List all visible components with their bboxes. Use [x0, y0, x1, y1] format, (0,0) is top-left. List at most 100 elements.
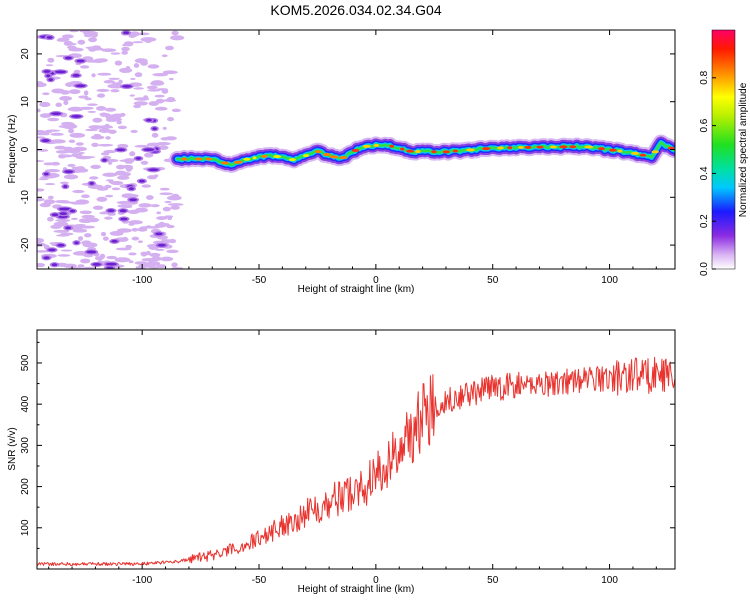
track-peak [252, 156, 257, 160]
noise-core [129, 198, 138, 202]
noise-blob [155, 98, 165, 104]
noise-blob [104, 107, 117, 112]
snr-xtick-label: -100 [132, 575, 152, 586]
noise-blob [60, 249, 73, 252]
noise-blob [96, 187, 109, 191]
noise-blob [162, 206, 171, 212]
track-peak [233, 160, 243, 164]
noise-blob [43, 199, 56, 205]
noise-core [92, 263, 101, 266]
noise-blob [69, 132, 86, 138]
noise-core [76, 59, 85, 63]
noise-blob [90, 164, 102, 169]
snr-xtick-label: 50 [487, 575, 499, 586]
track-peak [406, 149, 414, 153]
noise-blob [70, 217, 79, 220]
noise-blob [81, 214, 95, 219]
noise-core [148, 168, 159, 172]
noise-blob [121, 164, 134, 168]
noise-blob [128, 222, 135, 226]
noise-blob [55, 218, 71, 222]
noise-blob [78, 236, 84, 241]
track-peak [651, 150, 659, 154]
track-peak [288, 158, 296, 162]
spectrogram-noise [37, 30, 185, 269]
noise-blob [80, 258, 91, 264]
noise-core [89, 181, 94, 185]
noise-blob [55, 102, 63, 108]
spectrogram-xtick-label: 100 [601, 275, 618, 286]
noise-blob [37, 263, 46, 268]
noise-blob [68, 47, 84, 52]
noise-blob [66, 42, 77, 46]
noise-blob [98, 128, 111, 133]
noise-blob [69, 30, 79, 33]
spectrogram-xtick-label: -100 [132, 275, 152, 286]
noise-blob [79, 106, 94, 110]
track-peak [414, 150, 421, 154]
noise-blob [53, 229, 70, 233]
noise-blob [125, 244, 132, 249]
noise-blob [44, 183, 56, 186]
track-peak [482, 147, 491, 151]
noise-blob [145, 195, 154, 200]
noise-blob [130, 77, 136, 80]
noise-blob [45, 64, 54, 67]
noise-blob [37, 82, 47, 88]
noise-blob [133, 97, 150, 101]
noise-blob [103, 150, 117, 154]
noise-blob [90, 32, 98, 38]
track-peak [273, 155, 282, 159]
noise-blob [169, 77, 174, 81]
noise-core [135, 157, 142, 160]
noise-blob [126, 168, 132, 172]
noise-blob [107, 129, 117, 134]
snr-ytick-label: 400 [20, 395, 31, 412]
colorbar-tick-label: 0.4 [699, 166, 710, 180]
noise-blob [161, 88, 169, 94]
noise-blob [105, 136, 111, 140]
noise-blob [137, 32, 150, 36]
noise-core [51, 263, 58, 267]
track-peak [389, 144, 395, 148]
noise-blob [91, 60, 104, 63]
track-peak [507, 146, 513, 150]
spectrogram-ytick-label: 10 [20, 96, 31, 108]
spectrogram-ytick-label: -20 [20, 237, 31, 252]
noise-blob [99, 253, 106, 259]
noise-blob [71, 153, 83, 158]
noise-blob [100, 231, 107, 237]
colorbar-label: Normalized spectral amplitude [738, 82, 749, 217]
noise-blob [37, 130, 46, 133]
noise-blob [102, 236, 109, 241]
noise-blob [56, 234, 70, 237]
noise-blob [148, 246, 159, 250]
noise-blob [63, 146, 74, 152]
noise-blob [114, 60, 123, 66]
track-peak [315, 150, 322, 154]
noise-blob [154, 106, 168, 111]
noise-blob [150, 204, 160, 208]
noise-blob [162, 99, 177, 102]
noise-blob [79, 30, 90, 33]
noise-blob [51, 88, 65, 94]
noise-blob [37, 197, 45, 202]
noise-core [74, 241, 79, 245]
track-peak [536, 145, 544, 149]
noise-blob [147, 64, 160, 69]
noise-blob [160, 137, 171, 141]
noise-blob [57, 254, 71, 257]
track-peak [569, 145, 577, 149]
noise-blob [137, 240, 143, 243]
noise-blob [106, 159, 119, 163]
noise-blob [79, 210, 92, 215]
noise-core [41, 139, 50, 142]
noise-core [64, 56, 72, 60]
track-peak [598, 147, 605, 151]
noise-blob [154, 94, 165, 98]
noise-blob [37, 188, 45, 192]
noise-blob [41, 131, 50, 135]
noise-blob [152, 73, 169, 77]
snr-line [37, 356, 675, 567]
